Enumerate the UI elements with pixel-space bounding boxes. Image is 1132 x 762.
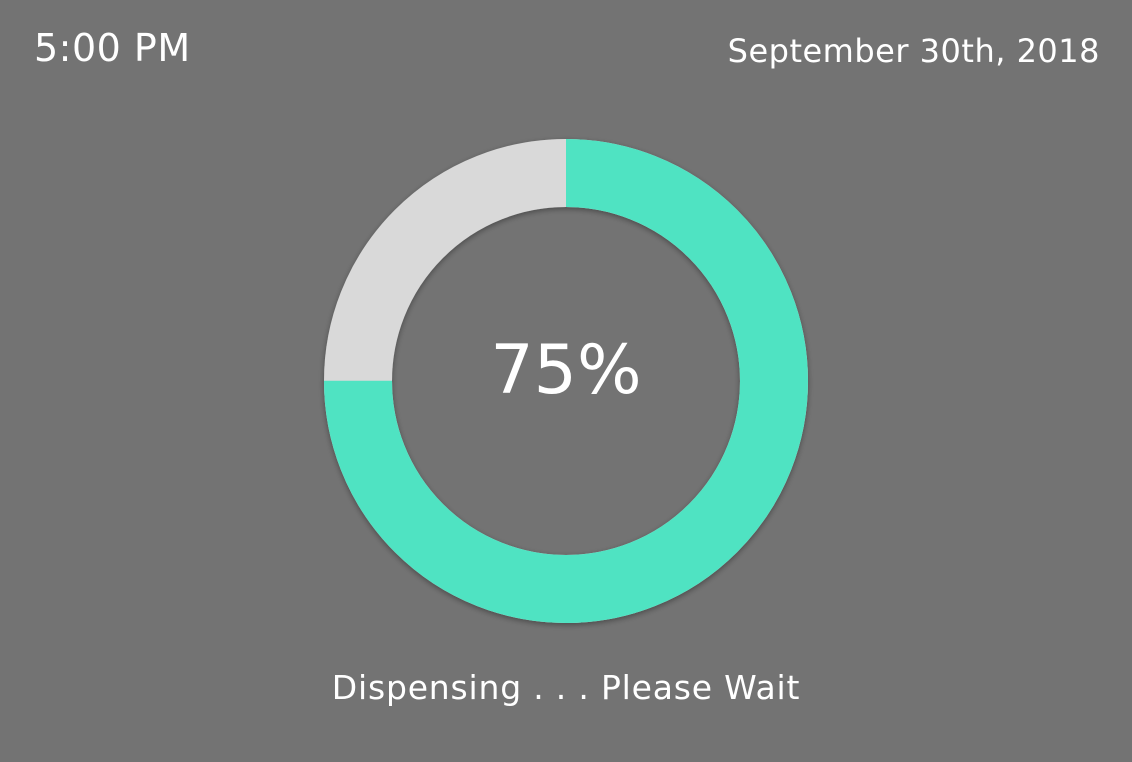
progress-fill <box>324 139 808 623</box>
current-date: September 30th, 2018 <box>727 32 1100 70</box>
clock-time: 5:00 PM <box>34 26 191 70</box>
status-message: Dispensing . . . Please Wait <box>331 668 801 707</box>
progress-percent: 75% <box>490 331 642 410</box>
